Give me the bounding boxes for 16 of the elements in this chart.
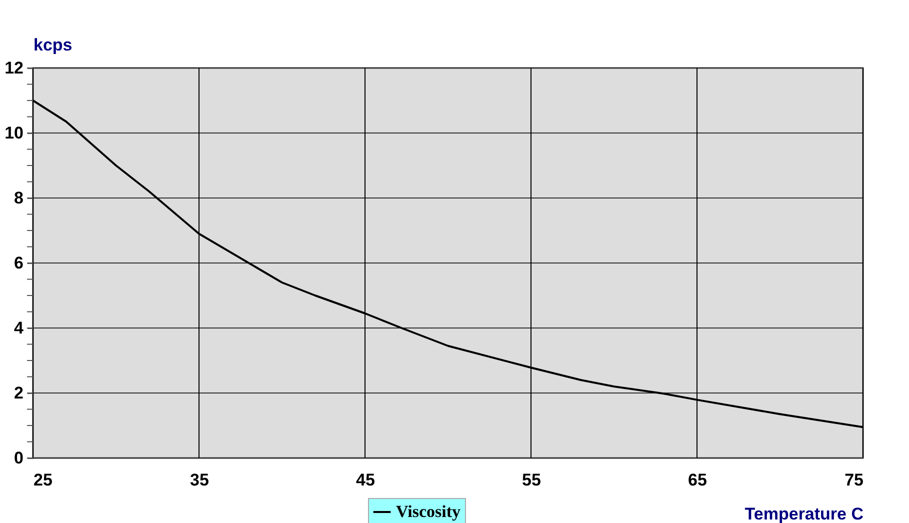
y-tick-label: 2: [14, 384, 24, 402]
x-tick-label: 45: [356, 470, 375, 490]
y-tick-label: 4: [14, 318, 24, 338]
y-tick-label: 0: [14, 448, 24, 468]
x-tick-label: 75: [844, 470, 864, 490]
x-tick-label: 55: [522, 470, 541, 490]
y-tick-label: 6: [14, 254, 24, 272]
legend-label: Viscosity: [396, 502, 462, 521]
y-tick-label: 10: [4, 124, 24, 142]
x-tick-label: 25: [34, 470, 52, 490]
y-tick-label: 8: [14, 188, 24, 208]
x-axis-title: Temperature C: [744, 504, 864, 523]
x-tick-label: 65: [688, 470, 707, 490]
y-tick-label: 12: [4, 58, 24, 78]
x-tick-label: 35: [190, 470, 209, 490]
y-axis-title: kcps: [34, 36, 72, 54]
